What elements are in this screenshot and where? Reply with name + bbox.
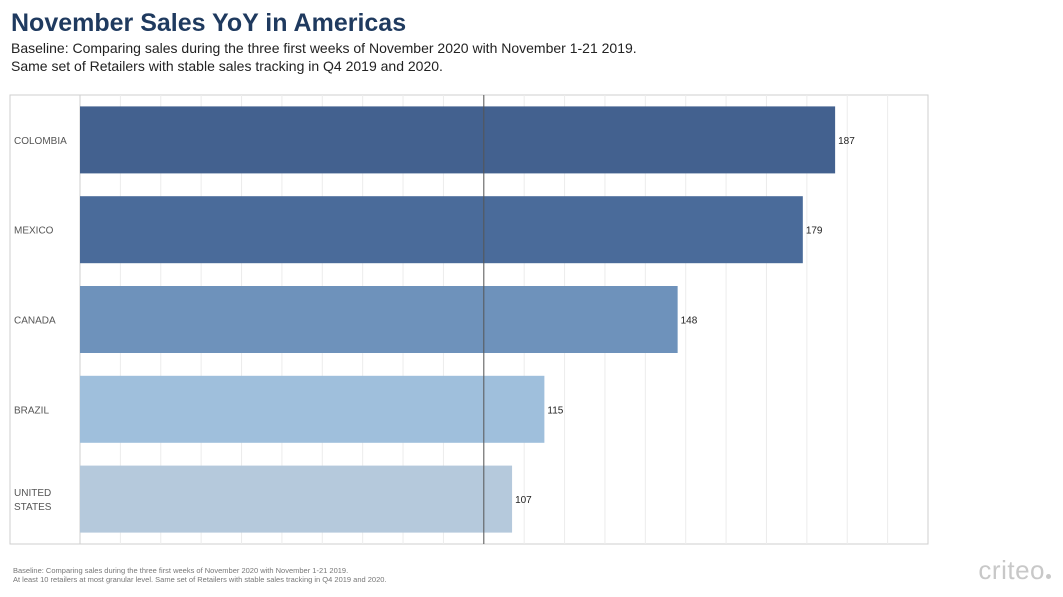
- footnote-line-1: Baseline: Comparing sales during the thr…: [13, 566, 349, 575]
- brand-text: criteo: [978, 555, 1045, 585]
- category-label-line: COLOMBIA: [14, 136, 67, 147]
- footnote-line-2: At least 10 retailers at most granular l…: [13, 575, 387, 584]
- bar-mexico: [80, 196, 803, 264]
- data-label: 179: [806, 226, 823, 237]
- footnote: Baseline: Comparing sales during the thr…: [13, 566, 387, 584]
- category-label-line: MEXICO: [14, 226, 54, 237]
- logo-dot-icon: [1046, 574, 1051, 579]
- category-label: COLOMBIA: [14, 136, 67, 147]
- category-label-line: CANADA: [14, 316, 56, 327]
- category-label: MEXICO: [14, 226, 54, 237]
- bar-canada: [80, 286, 678, 353]
- criteo-logo: criteo: [978, 555, 1051, 586]
- category-label: CANADA: [14, 316, 56, 327]
- category-label-line: STATES: [14, 502, 52, 513]
- subtitle-line-1: Baseline: Comparing sales during the thr…: [11, 40, 637, 56]
- category-label-line: UNITED: [14, 488, 51, 499]
- data-label: 187: [838, 136, 855, 147]
- subtitle-line-2: Same set of Retailers with stable sales …: [11, 58, 443, 74]
- data-label: 115: [547, 405, 563, 416]
- chart-title: November Sales YoY in Americas: [11, 9, 407, 37]
- bar-united-states: [80, 465, 513, 533]
- data-label: 148: [681, 316, 698, 327]
- data-label: 107: [515, 495, 532, 506]
- bar-brazil: [80, 375, 545, 443]
- chart-subtitle: Baseline: Comparing sales during the thr…: [11, 39, 637, 75]
- category-label: BRAZIL: [14, 405, 49, 416]
- category-label: UNITED STATES: [14, 488, 52, 513]
- bar-colombia: [80, 106, 836, 174]
- category-label-line: BRAZIL: [14, 405, 49, 416]
